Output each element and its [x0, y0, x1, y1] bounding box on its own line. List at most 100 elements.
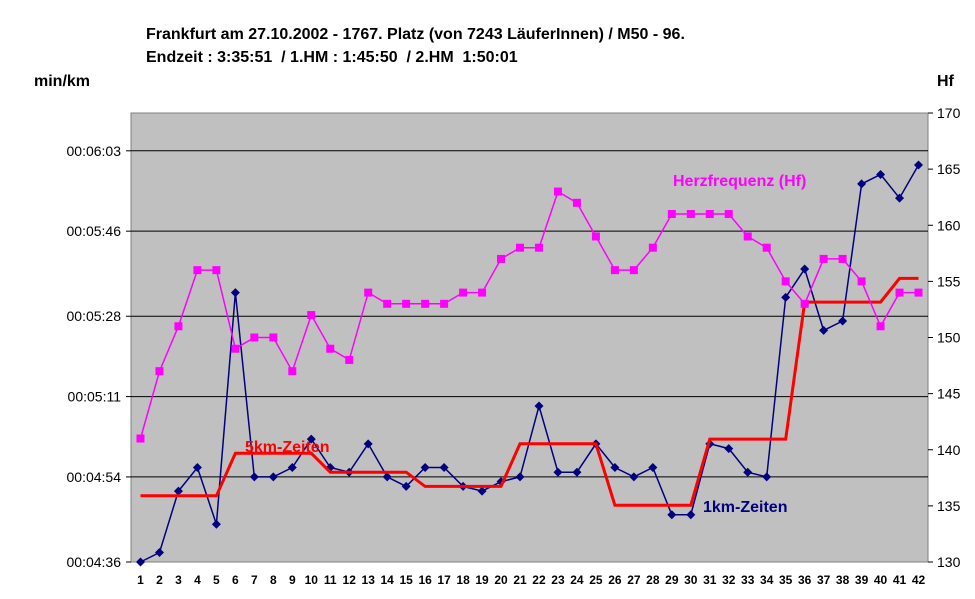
x-tick-label: 36 — [798, 573, 812, 587]
point-1km-zeiten — [154, 548, 164, 558]
point-herzfrequenz-hf — [307, 311, 316, 320]
point-herzfrequenz-hf — [231, 344, 240, 353]
point-herzfrequenz-hf — [155, 367, 164, 376]
right-tick-label: 155 — [937, 273, 961, 289]
x-tick-label: 17 — [437, 573, 451, 587]
point-herzfrequenz-hf — [193, 266, 202, 275]
left-tick-label: 00:04:36 — [67, 554, 122, 570]
point-1km-zeiten — [287, 462, 297, 472]
x-tick-label: 8 — [270, 573, 277, 587]
x-tick-label: 26 — [608, 573, 622, 587]
point-1km-zeiten — [781, 292, 791, 302]
point-herzfrequenz-hf — [345, 355, 354, 364]
point-herzfrequenz-hf — [743, 232, 752, 241]
point-1km-zeiten — [686, 510, 696, 520]
x-tick-label: 27 — [627, 573, 641, 587]
gridlines — [131, 150, 928, 478]
point-1km-zeiten — [876, 169, 886, 179]
point-herzfrequenz-hf — [591, 232, 600, 241]
left-tick-label: 00:05:28 — [67, 308, 122, 324]
x-tick-label: 22 — [532, 573, 546, 587]
point-herzfrequenz-hf — [288, 367, 297, 376]
point-herzfrequenz-hf — [667, 210, 676, 219]
point-1km-zeiten — [857, 179, 867, 189]
x-tick-label: 33 — [741, 573, 755, 587]
right-tick-label: 170 — [937, 105, 961, 121]
x-tick-label: 41 — [893, 573, 907, 587]
point-herzfrequenz-hf — [402, 299, 411, 308]
right-tick-label: 160 — [937, 217, 961, 233]
point-herzfrequenz-hf — [914, 288, 923, 297]
x-tick-label: 32 — [722, 573, 736, 587]
left-tick-label: 00:04:54 — [67, 469, 122, 485]
left-tick-label: 00:06:03 — [67, 143, 122, 159]
point-herzfrequenz-hf — [269, 333, 278, 342]
point-1km-zeiten — [363, 439, 373, 449]
right-tick-label: 150 — [937, 330, 961, 346]
x-tick-label: 39 — [855, 573, 869, 587]
x-tick-label: 29 — [665, 573, 679, 587]
point-herzfrequenz-hf — [250, 333, 259, 342]
point-herzfrequenz-hf — [705, 210, 714, 219]
x-tick-label: 5 — [213, 573, 220, 587]
point-herzfrequenz-hf — [364, 288, 373, 297]
point-herzfrequenz-hf — [572, 198, 581, 207]
x-tick-label: 37 — [817, 573, 831, 587]
point-1km-zeiten — [610, 462, 620, 472]
series-label-herzfrequenz: Herzfrequenz (Hf) — [673, 173, 806, 190]
left-axis-ticks: 00:04:36 00:04:54 00:05:11 00:05:28 00:05:46… — [67, 143, 131, 570]
point-1km-zeiten — [268, 472, 278, 482]
point-herzfrequenz-hf — [895, 288, 904, 297]
x-tick-label: 35 — [779, 573, 793, 587]
chart-title-line-2: Endzeit : 3:35:51 / 1.HM : 1:45:50 / 2.H… — [146, 49, 518, 66]
point-1km-zeiten — [667, 510, 677, 520]
x-tick-label: 15 — [399, 573, 413, 587]
point-1km-zeiten — [534, 401, 544, 411]
left-tick-label: 00:05:11 — [68, 389, 122, 405]
point-herzfrequenz-hf — [136, 434, 145, 443]
x-tick-label: 2 — [156, 573, 163, 587]
x-tick-label: 7 — [251, 573, 258, 587]
x-tick-label: 10 — [305, 573, 319, 587]
x-tick-label: 16 — [418, 573, 432, 587]
point-herzfrequenz-hf — [648, 243, 657, 252]
point-1km-zeiten — [629, 472, 639, 482]
x-tick-label: 38 — [836, 573, 850, 587]
point-herzfrequenz-hf — [478, 288, 487, 297]
point-herzfrequenz-hf — [857, 277, 866, 286]
point-1km-zeiten — [306, 434, 316, 444]
point-1km-zeiten — [192, 462, 202, 472]
point-herzfrequenz-hf — [610, 266, 619, 275]
right-tick-label: 140 — [937, 442, 961, 458]
point-1km-zeiten — [819, 325, 829, 335]
right-tick-label: 165 — [937, 161, 961, 177]
right-axis-ticks: 130 135 140 145 150 155 160 165 170 — [928, 105, 961, 570]
point-1km-zeiten — [477, 486, 487, 496]
point-1km-zeiten — [211, 519, 221, 529]
right-tick-label: 130 — [937, 554, 961, 570]
point-herzfrequenz-hf — [800, 299, 809, 308]
point-herzfrequenz-hf — [440, 299, 449, 308]
point-herzfrequenz-hf — [326, 344, 335, 353]
point-herzfrequenz-hf — [781, 277, 790, 286]
x-tick-label: 9 — [289, 573, 296, 587]
point-1km-zeiten — [515, 472, 525, 482]
point-1km-zeiten — [230, 288, 240, 298]
point-herzfrequenz-hf — [553, 187, 562, 196]
x-tick-label: 42 — [912, 573, 926, 587]
series-label-1km-zeiten: 1km-Zeiten — [703, 499, 787, 516]
point-herzfrequenz-hf — [724, 210, 733, 219]
point-1km-zeiten — [838, 316, 848, 326]
point-herzfrequenz-hf — [629, 266, 638, 275]
x-tick-label: 23 — [551, 573, 565, 587]
x-tick-label: 21 — [513, 573, 527, 587]
series-line-5km-zeiten — [140, 276, 919, 507]
chart-title-line-1: Frankfurt am 27.10.2002 - 1767. Platz (v… — [146, 26, 685, 43]
point-1km-zeiten — [173, 486, 183, 496]
point-1km-zeiten — [743, 467, 753, 477]
x-tick-label: 1 — [137, 573, 144, 587]
x-tick-label: 34 — [760, 573, 774, 587]
x-tick-label: 28 — [646, 573, 660, 587]
x-tick-label: 25 — [589, 573, 603, 587]
